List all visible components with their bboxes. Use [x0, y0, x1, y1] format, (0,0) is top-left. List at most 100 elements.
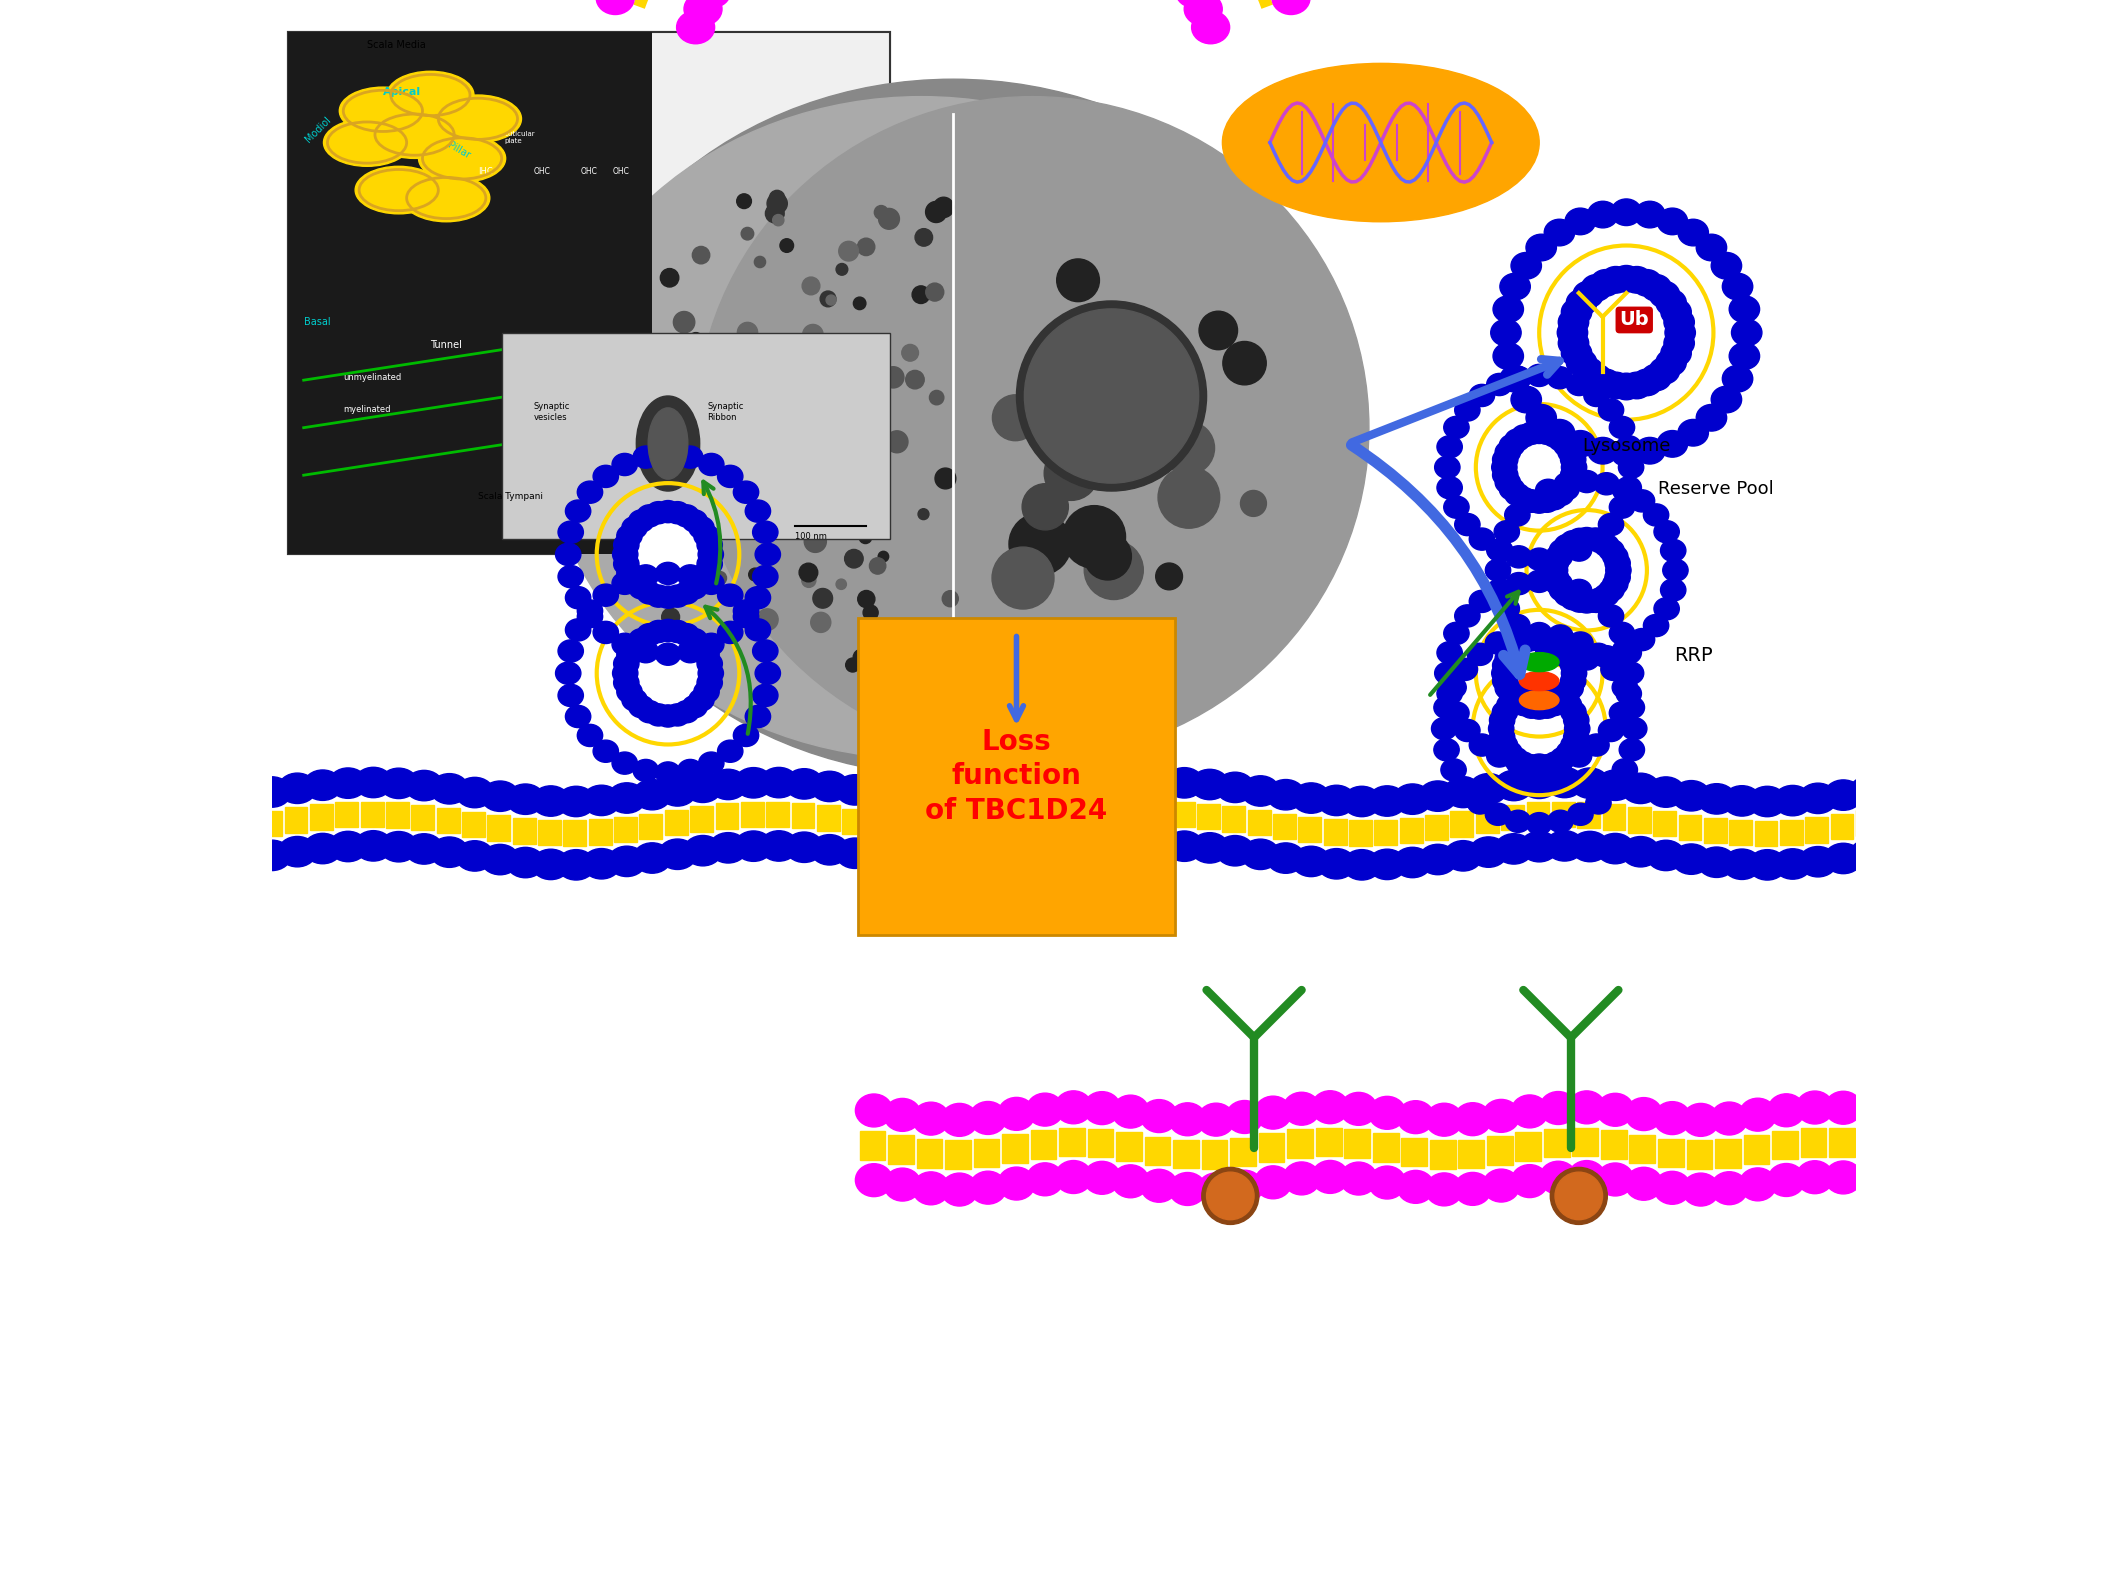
Ellipse shape [1166, 768, 1204, 798]
Ellipse shape [1311, 1161, 1349, 1193]
Ellipse shape [1166, 832, 1204, 862]
Ellipse shape [1590, 269, 1622, 296]
Ellipse shape [566, 501, 592, 523]
Circle shape [758, 608, 779, 630]
Ellipse shape [734, 832, 772, 862]
Ellipse shape [1519, 691, 1560, 710]
Ellipse shape [1492, 662, 1517, 684]
Circle shape [883, 367, 904, 388]
Ellipse shape [1526, 754, 1551, 776]
Ellipse shape [1547, 546, 1573, 569]
Ellipse shape [1583, 733, 1609, 756]
Ellipse shape [1445, 841, 1483, 871]
Circle shape [1162, 421, 1215, 475]
Ellipse shape [628, 695, 653, 718]
Ellipse shape [1598, 540, 1624, 562]
Ellipse shape [1622, 718, 1647, 740]
Ellipse shape [634, 447, 658, 469]
Ellipse shape [1192, 11, 1230, 44]
Ellipse shape [1456, 513, 1481, 535]
Ellipse shape [1494, 342, 1524, 369]
FancyBboxPatch shape [1630, 1134, 1656, 1163]
Ellipse shape [1487, 744, 1513, 767]
Ellipse shape [1470, 836, 1507, 868]
Ellipse shape [379, 832, 417, 862]
Ellipse shape [1487, 540, 1513, 562]
Ellipse shape [1494, 770, 1532, 802]
Ellipse shape [734, 605, 760, 627]
Ellipse shape [1083, 1091, 1121, 1125]
Ellipse shape [1658, 208, 1688, 234]
FancyBboxPatch shape [1730, 821, 1751, 846]
FancyBboxPatch shape [1045, 813, 1068, 838]
FancyBboxPatch shape [1458, 1140, 1483, 1169]
Ellipse shape [1613, 759, 1639, 781]
FancyBboxPatch shape [1117, 1133, 1143, 1161]
Ellipse shape [1632, 369, 1662, 396]
Ellipse shape [1456, 399, 1481, 421]
Ellipse shape [1500, 274, 1530, 299]
Ellipse shape [558, 79, 1349, 776]
Ellipse shape [675, 700, 700, 722]
Circle shape [753, 257, 766, 268]
Ellipse shape [634, 759, 658, 781]
Ellipse shape [1436, 642, 1462, 664]
Ellipse shape [785, 832, 824, 862]
Circle shape [1021, 483, 1068, 531]
Ellipse shape [664, 703, 689, 725]
Ellipse shape [1568, 632, 1594, 654]
Ellipse shape [1575, 591, 1600, 613]
Ellipse shape [1543, 752, 1568, 775]
Ellipse shape [1483, 1169, 1519, 1202]
Circle shape [879, 209, 900, 230]
Circle shape [1085, 540, 1143, 599]
Circle shape [885, 431, 909, 453]
Ellipse shape [1664, 309, 1694, 336]
Circle shape [713, 572, 726, 584]
Ellipse shape [1732, 320, 1762, 345]
Ellipse shape [1526, 364, 1551, 386]
Ellipse shape [753, 521, 779, 543]
Ellipse shape [1660, 578, 1685, 600]
Ellipse shape [1492, 464, 1517, 486]
Ellipse shape [1698, 847, 1736, 878]
Ellipse shape [555, 543, 581, 565]
Ellipse shape [1696, 404, 1726, 431]
Ellipse shape [1492, 733, 1517, 756]
Ellipse shape [558, 684, 583, 706]
Ellipse shape [1494, 296, 1524, 323]
Ellipse shape [694, 681, 719, 703]
FancyBboxPatch shape [968, 821, 992, 846]
Ellipse shape [1445, 778, 1483, 808]
Circle shape [772, 214, 783, 227]
Circle shape [1158, 467, 1219, 527]
Ellipse shape [1558, 320, 1587, 345]
Ellipse shape [636, 700, 662, 722]
FancyBboxPatch shape [1096, 805, 1119, 830]
Circle shape [766, 193, 787, 214]
Ellipse shape [1566, 529, 1592, 551]
Ellipse shape [1485, 632, 1511, 654]
FancyBboxPatch shape [1577, 802, 1600, 827]
Ellipse shape [1562, 299, 1592, 325]
Ellipse shape [987, 784, 1026, 816]
Ellipse shape [675, 505, 700, 527]
FancyBboxPatch shape [1779, 819, 1802, 844]
Ellipse shape [613, 543, 638, 565]
Ellipse shape [430, 836, 468, 868]
Ellipse shape [655, 444, 681, 466]
FancyBboxPatch shape [1373, 1134, 1398, 1163]
Circle shape [1551, 1167, 1607, 1224]
Ellipse shape [1175, 0, 1213, 8]
Ellipse shape [1626, 1098, 1662, 1131]
Ellipse shape [1453, 1172, 1492, 1205]
Ellipse shape [532, 786, 570, 816]
Ellipse shape [645, 703, 670, 725]
Ellipse shape [1115, 768, 1153, 798]
Ellipse shape [1798, 846, 1836, 878]
Ellipse shape [1394, 847, 1432, 878]
FancyBboxPatch shape [1247, 809, 1270, 835]
Ellipse shape [594, 466, 619, 488]
Text: Scala Tympani: Scala Tympani [479, 493, 543, 501]
Ellipse shape [1443, 623, 1468, 645]
